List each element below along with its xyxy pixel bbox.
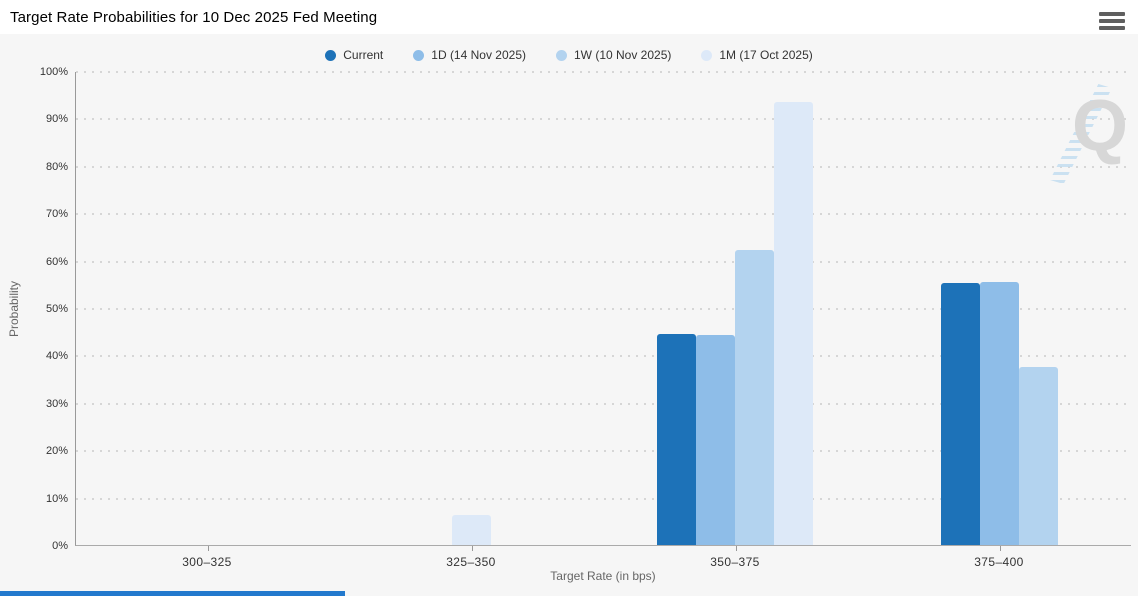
- y-tick-label: 30%: [45, 397, 68, 410]
- gridline: [76, 260, 1131, 263]
- bar-group-300-325: [76, 72, 340, 545]
- x-category-label: 350–375: [710, 555, 760, 569]
- y-tick-label: 90%: [45, 113, 68, 126]
- gridline: [76, 402, 1131, 405]
- x-tick: [208, 546, 209, 551]
- legend-marker-icon: [413, 49, 425, 61]
- bar-1m-325-350[interactable]: [452, 515, 492, 545]
- hamburger-menu-button[interactable]: [1098, 10, 1126, 32]
- gridline: [76, 71, 1131, 73]
- bar-1d-350-375[interactable]: [696, 335, 736, 545]
- bar-group-350-375: [604, 72, 868, 545]
- bar-current-350-375[interactable]: [657, 333, 697, 545]
- legend-label: 1M (17 Oct 2025): [719, 48, 813, 62]
- bar-1m-350-375[interactable]: [774, 101, 814, 545]
- legend-item-1w[interactable]: 1W (10 Nov 2025): [555, 48, 672, 62]
- hamburger-icon: [1099, 12, 1125, 16]
- legend-label: 1D (14 Nov 2025): [431, 48, 526, 62]
- legend-label: Current: [343, 48, 384, 62]
- gridline: [76, 497, 1131, 500]
- chart-title: Target Rate Probabilities for 10 Dec 202…: [10, 9, 378, 26]
- legend-item-1d[interactable]: 1D (14 Nov 2025): [413, 48, 526, 62]
- y-tick-label: 20%: [45, 445, 68, 458]
- legend-marker-icon: [555, 49, 567, 61]
- legend-item-1m[interactable]: 1M (17 Oct 2025): [701, 48, 813, 62]
- x-tick: [1000, 546, 1001, 551]
- plot-area: [75, 71, 1131, 551]
- chart-region: Current 1D (14 Nov 2025) 1W (10 Nov 2025) 1…: [0, 34, 1138, 596]
- bar-1w-350-375[interactable]: [735, 250, 775, 545]
- x-tick: [736, 546, 737, 551]
- bar-group-375-400: [867, 72, 1131, 545]
- legend-label: 1W (10 Nov 2025): [573, 48, 672, 62]
- legend-item-current[interactable]: Current: [325, 48, 383, 62]
- bar-1d-375-400[interactable]: [979, 281, 1019, 545]
- y-tick-label: 40%: [45, 350, 68, 363]
- y-axis-title: Probability: [7, 280, 21, 338]
- bar-current-375-400[interactable]: [940, 283, 980, 545]
- y-tick-label: 50%: [45, 303, 68, 315]
- y-tick-label: 10%: [45, 492, 68, 505]
- x-axis-title: Target Rate (in bps): [550, 569, 656, 583]
- gridline: [76, 118, 1131, 121]
- bar-groups: [76, 72, 1131, 545]
- gridline: [76, 355, 1131, 358]
- legend-marker-icon: [701, 49, 713, 61]
- x-tick: [472, 546, 473, 551]
- chart-header: Target Rate Probabilities for 10 Dec 202…: [0, 0, 1138, 34]
- y-tick-label: 70%: [45, 208, 68, 221]
- y-tick-label: 60%: [45, 255, 68, 268]
- y-tick-label: 100%: [39, 66, 68, 78]
- y-tick-label: 0%: [52, 540, 68, 552]
- hamburger-icon: [1099, 26, 1125, 30]
- x-category-label: 325–350: [446, 555, 496, 569]
- gridline: [76, 450, 1131, 453]
- hamburger-icon: [1099, 19, 1125, 23]
- gridline: [76, 308, 1131, 310]
- x-category-label: 375–400: [974, 555, 1024, 569]
- gridline: [76, 213, 1131, 216]
- x-category-label: 300–325: [182, 555, 232, 569]
- bar-1w-375-400[interactable]: [1018, 366, 1058, 545]
- loading-progress-bar: [0, 591, 345, 596]
- legend-marker-icon: [325, 49, 337, 61]
- gridline: [76, 165, 1131, 168]
- legend: Current 1D (14 Nov 2025) 1W (10 Nov 2025) 1…: [0, 45, 1138, 65]
- y-tick-label: 80%: [45, 160, 68, 173]
- bar-group-325-350: [340, 72, 604, 545]
